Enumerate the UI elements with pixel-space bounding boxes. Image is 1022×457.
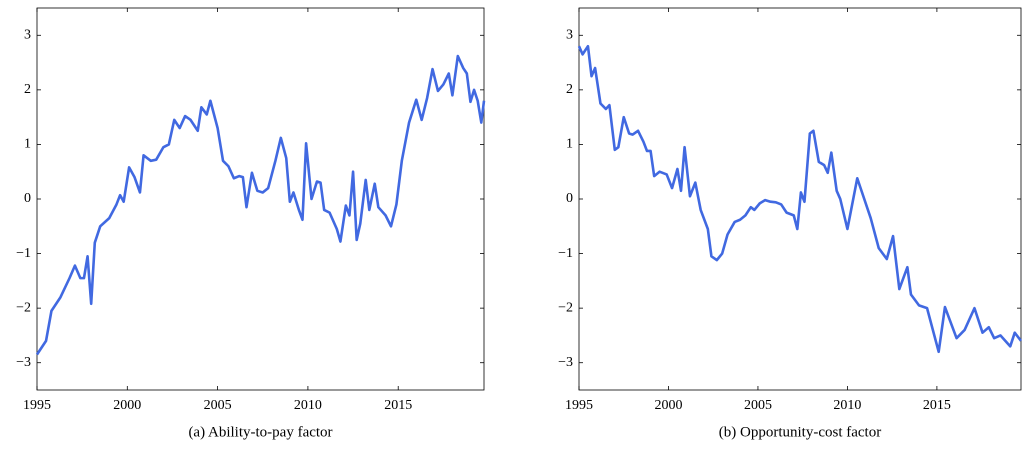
data-line — [577, 44, 1022, 354]
x-tick-label: 1995 — [565, 398, 593, 413]
y-tick-label: −1 — [16, 246, 31, 261]
y-tick-label: 0 — [566, 191, 573, 206]
y-tick-label: 1 — [24, 137, 31, 152]
x-tick-label: 2015 — [384, 398, 412, 413]
x-tick-label: 1995 — [23, 398, 51, 413]
plot-frame — [36, 7, 485, 391]
caption: (b) Opportunity-cost factor — [719, 424, 881, 440]
x-tick-label: 2005 — [204, 398, 232, 413]
x-tick-label: 2005 — [744, 398, 772, 413]
y-tick-label: −1 — [558, 246, 573, 261]
y-tick-label: 3 — [566, 28, 573, 43]
y-tick-label: 2 — [566, 82, 573, 97]
x-tick-label: 2010 — [294, 398, 322, 413]
y-tick-label: 0 — [24, 191, 31, 206]
x-tick-label: 2010 — [833, 398, 861, 413]
y-tick-label: −2 — [558, 300, 573, 315]
data-line — [35, 54, 486, 356]
y-tick-label: −2 — [16, 300, 31, 315]
y-tick-label: −3 — [16, 355, 31, 370]
y-tick-label: −3 — [558, 355, 573, 370]
y-tick-label: 2 — [24, 82, 31, 97]
y-tick-label: 1 — [566, 137, 573, 152]
caption: (a) Ability-to-pay factor — [188, 424, 332, 440]
y-tick-label: 3 — [24, 28, 31, 43]
x-tick-label: 2015 — [923, 398, 951, 413]
x-tick-label: 2000 — [113, 398, 141, 413]
x-tick-label: 2000 — [654, 398, 682, 413]
